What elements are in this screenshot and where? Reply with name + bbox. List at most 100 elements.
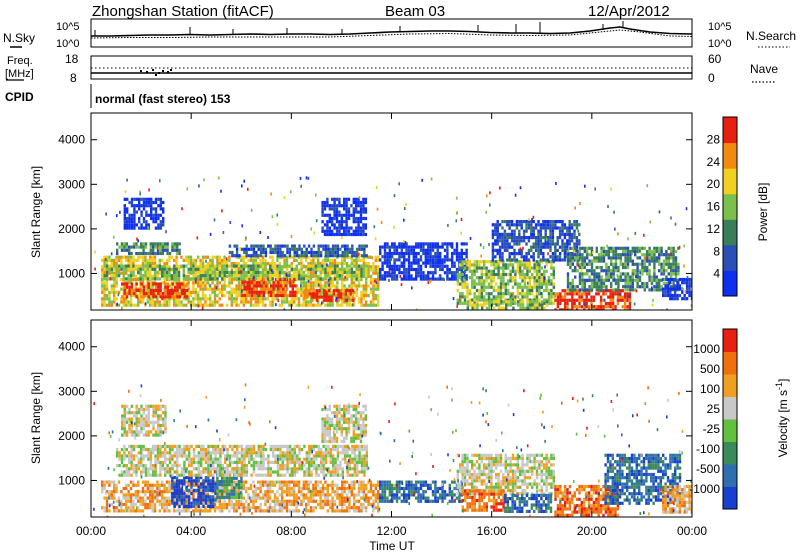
power-cell: [510, 220, 514, 224]
power-cell: [312, 303, 315, 307]
power-cell: [345, 232, 348, 237]
power-cell: [355, 277, 358, 281]
power-cell: [135, 295, 138, 299]
power-cell: [306, 295, 309, 299]
power-cell: [650, 256, 654, 260]
power-cell: [163, 267, 166, 271]
power-cell: [249, 274, 253, 278]
power-cell: [317, 300, 320, 304]
power-cell: [142, 251, 145, 256]
power-cell: [189, 277, 193, 281]
power-cell: [173, 303, 176, 307]
power-cell: [168, 265, 171, 269]
power-cell: [653, 269, 656, 273]
power-cell: [249, 303, 253, 307]
power-cell: [616, 273, 619, 277]
power-cell: [516, 269, 519, 273]
power-cell: [461, 292, 464, 296]
power-cell: [297, 277, 301, 281]
power-cell: [122, 300, 125, 304]
velocity-cell: [113, 493, 116, 497]
power-cell: [585, 301, 588, 306]
power-cell: [513, 252, 516, 256]
power-cell: [369, 278, 373, 282]
power-cell: [305, 297, 308, 301]
noise-tick-left-top: 10^5: [56, 21, 80, 33]
power-cell: [178, 251, 181, 256]
power-cell: [662, 269, 666, 273]
power-cell: [213, 270, 217, 275]
power-cell: [690, 304, 692, 308]
power-cell: [539, 248, 543, 252]
power-cell: [175, 303, 178, 307]
power-cell: [285, 284, 289, 288]
power-cell: [317, 303, 320, 307]
power-cell: [403, 245, 406, 249]
power-cell: [129, 267, 133, 271]
power-cell: [481, 306, 484, 310]
power-cell: [259, 244, 263, 248]
power-cell: [670, 252, 672, 256]
power-cell: [266, 277, 270, 281]
power-cell: [253, 275, 255, 279]
power-cell: [498, 245, 502, 249]
power-cell: [405, 267, 408, 272]
power-cell: [501, 226, 504, 230]
power-cell: [521, 288, 524, 293]
power-cell: [176, 285, 179, 289]
power-cell: [475, 295, 479, 299]
power-cell: [346, 250, 349, 255]
power-cell: [141, 255, 145, 259]
power-cell: [341, 300, 344, 304]
power-cell: [518, 229, 521, 233]
power-cell: [563, 245, 567, 249]
power-cell: [142, 288, 146, 292]
power-cell: [281, 300, 284, 304]
velocity-cell: [168, 486, 171, 491]
power-cell: [393, 261, 396, 265]
power-cell: [117, 264, 121, 268]
power-cell: [672, 259, 675, 263]
power-cell: [488, 300, 491, 304]
power-cell: [394, 258, 396, 262]
power-cell: [535, 263, 539, 267]
power-cell: [571, 292, 574, 296]
power-cell: [372, 284, 375, 288]
power-cell: [144, 255, 147, 259]
power-cell: [333, 232, 336, 237]
power-cell: [417, 271, 420, 275]
power-cell: [324, 303, 327, 307]
power-cell: [461, 263, 464, 267]
power-cell: [145, 220, 148, 224]
power-cell: [588, 288, 591, 292]
power-cell: [547, 276, 551, 280]
power-cell: [362, 284, 365, 288]
power-cell: [597, 305, 600, 309]
power-cell: [328, 226, 331, 230]
power-cell: [482, 246, 485, 249]
power-cell: [662, 253, 666, 257]
power-cell: [330, 295, 333, 299]
power-cell: [492, 269, 495, 273]
power-cell: [638, 269, 642, 273]
power-cell: [626, 253, 630, 257]
power-cell: [281, 284, 284, 288]
power-cell: [105, 281, 109, 285]
power-cell: [353, 258, 356, 262]
power-cell: [307, 274, 310, 278]
power-cell: [246, 281, 249, 285]
velocity-cell: [105, 490, 109, 494]
power-cell: [154, 251, 157, 256]
power-cell: [419, 245, 423, 249]
power-cell: [355, 294, 358, 298]
power-cell: [265, 287, 268, 291]
power-cell: [466, 282, 469, 286]
power-cell: [335, 197, 339, 201]
power-cell: [185, 264, 188, 268]
power-cell: [552, 285, 555, 289]
power-cell: [216, 277, 219, 281]
power-cell: [134, 290, 137, 294]
power-cell: [290, 274, 294, 278]
power-cell: [561, 229, 564, 233]
